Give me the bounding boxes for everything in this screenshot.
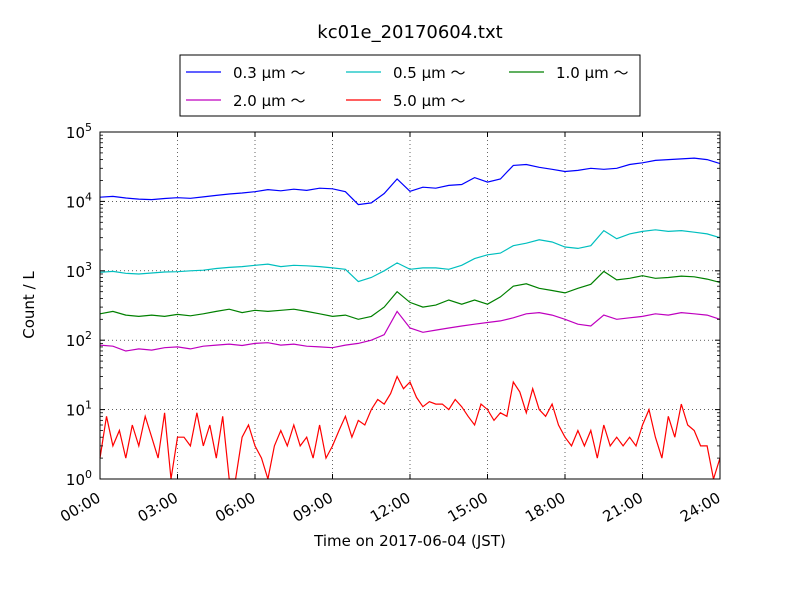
grid-layer (100, 132, 720, 479)
y-tick-label: 102 (66, 329, 92, 350)
x-axis-label: Time on 2017-06-04 (JST) (313, 532, 506, 550)
legend: 0.3 μm ～ 0.5 μm ～ 1.0 μm ～ 2.0 μm ～ 5.0 μm ～ (179, 54, 641, 117)
series-line-4 (99, 375, 721, 480)
y-tick-label: 100 (66, 468, 92, 489)
series-line-0 (99, 157, 721, 206)
series-line-3 (99, 310, 721, 352)
series-line-2 (99, 270, 721, 320)
legend-label-1: 0.5 μm ～ (393, 64, 466, 82)
y-axis-label: Count / L (20, 271, 38, 339)
legend-label-0: 0.3 μm ～ (233, 64, 306, 82)
legend-label-4: 5.0 μm ～ (393, 92, 466, 110)
series-line-1 (99, 229, 721, 283)
y-tick-label: 103 (66, 260, 92, 281)
legend-frame (179, 54, 641, 117)
legend-label-2: 1.0 μm ～ (556, 64, 629, 82)
y-tick-label: 105 (66, 121, 92, 142)
series-layer (99, 157, 721, 480)
y-tick-label: 101 (66, 399, 92, 420)
legend-label-3: 2.0 μm ～ (233, 92, 306, 110)
y-tick-label: 104 (66, 190, 92, 211)
chart-title: kc01e_20170604.txt (317, 22, 502, 43)
